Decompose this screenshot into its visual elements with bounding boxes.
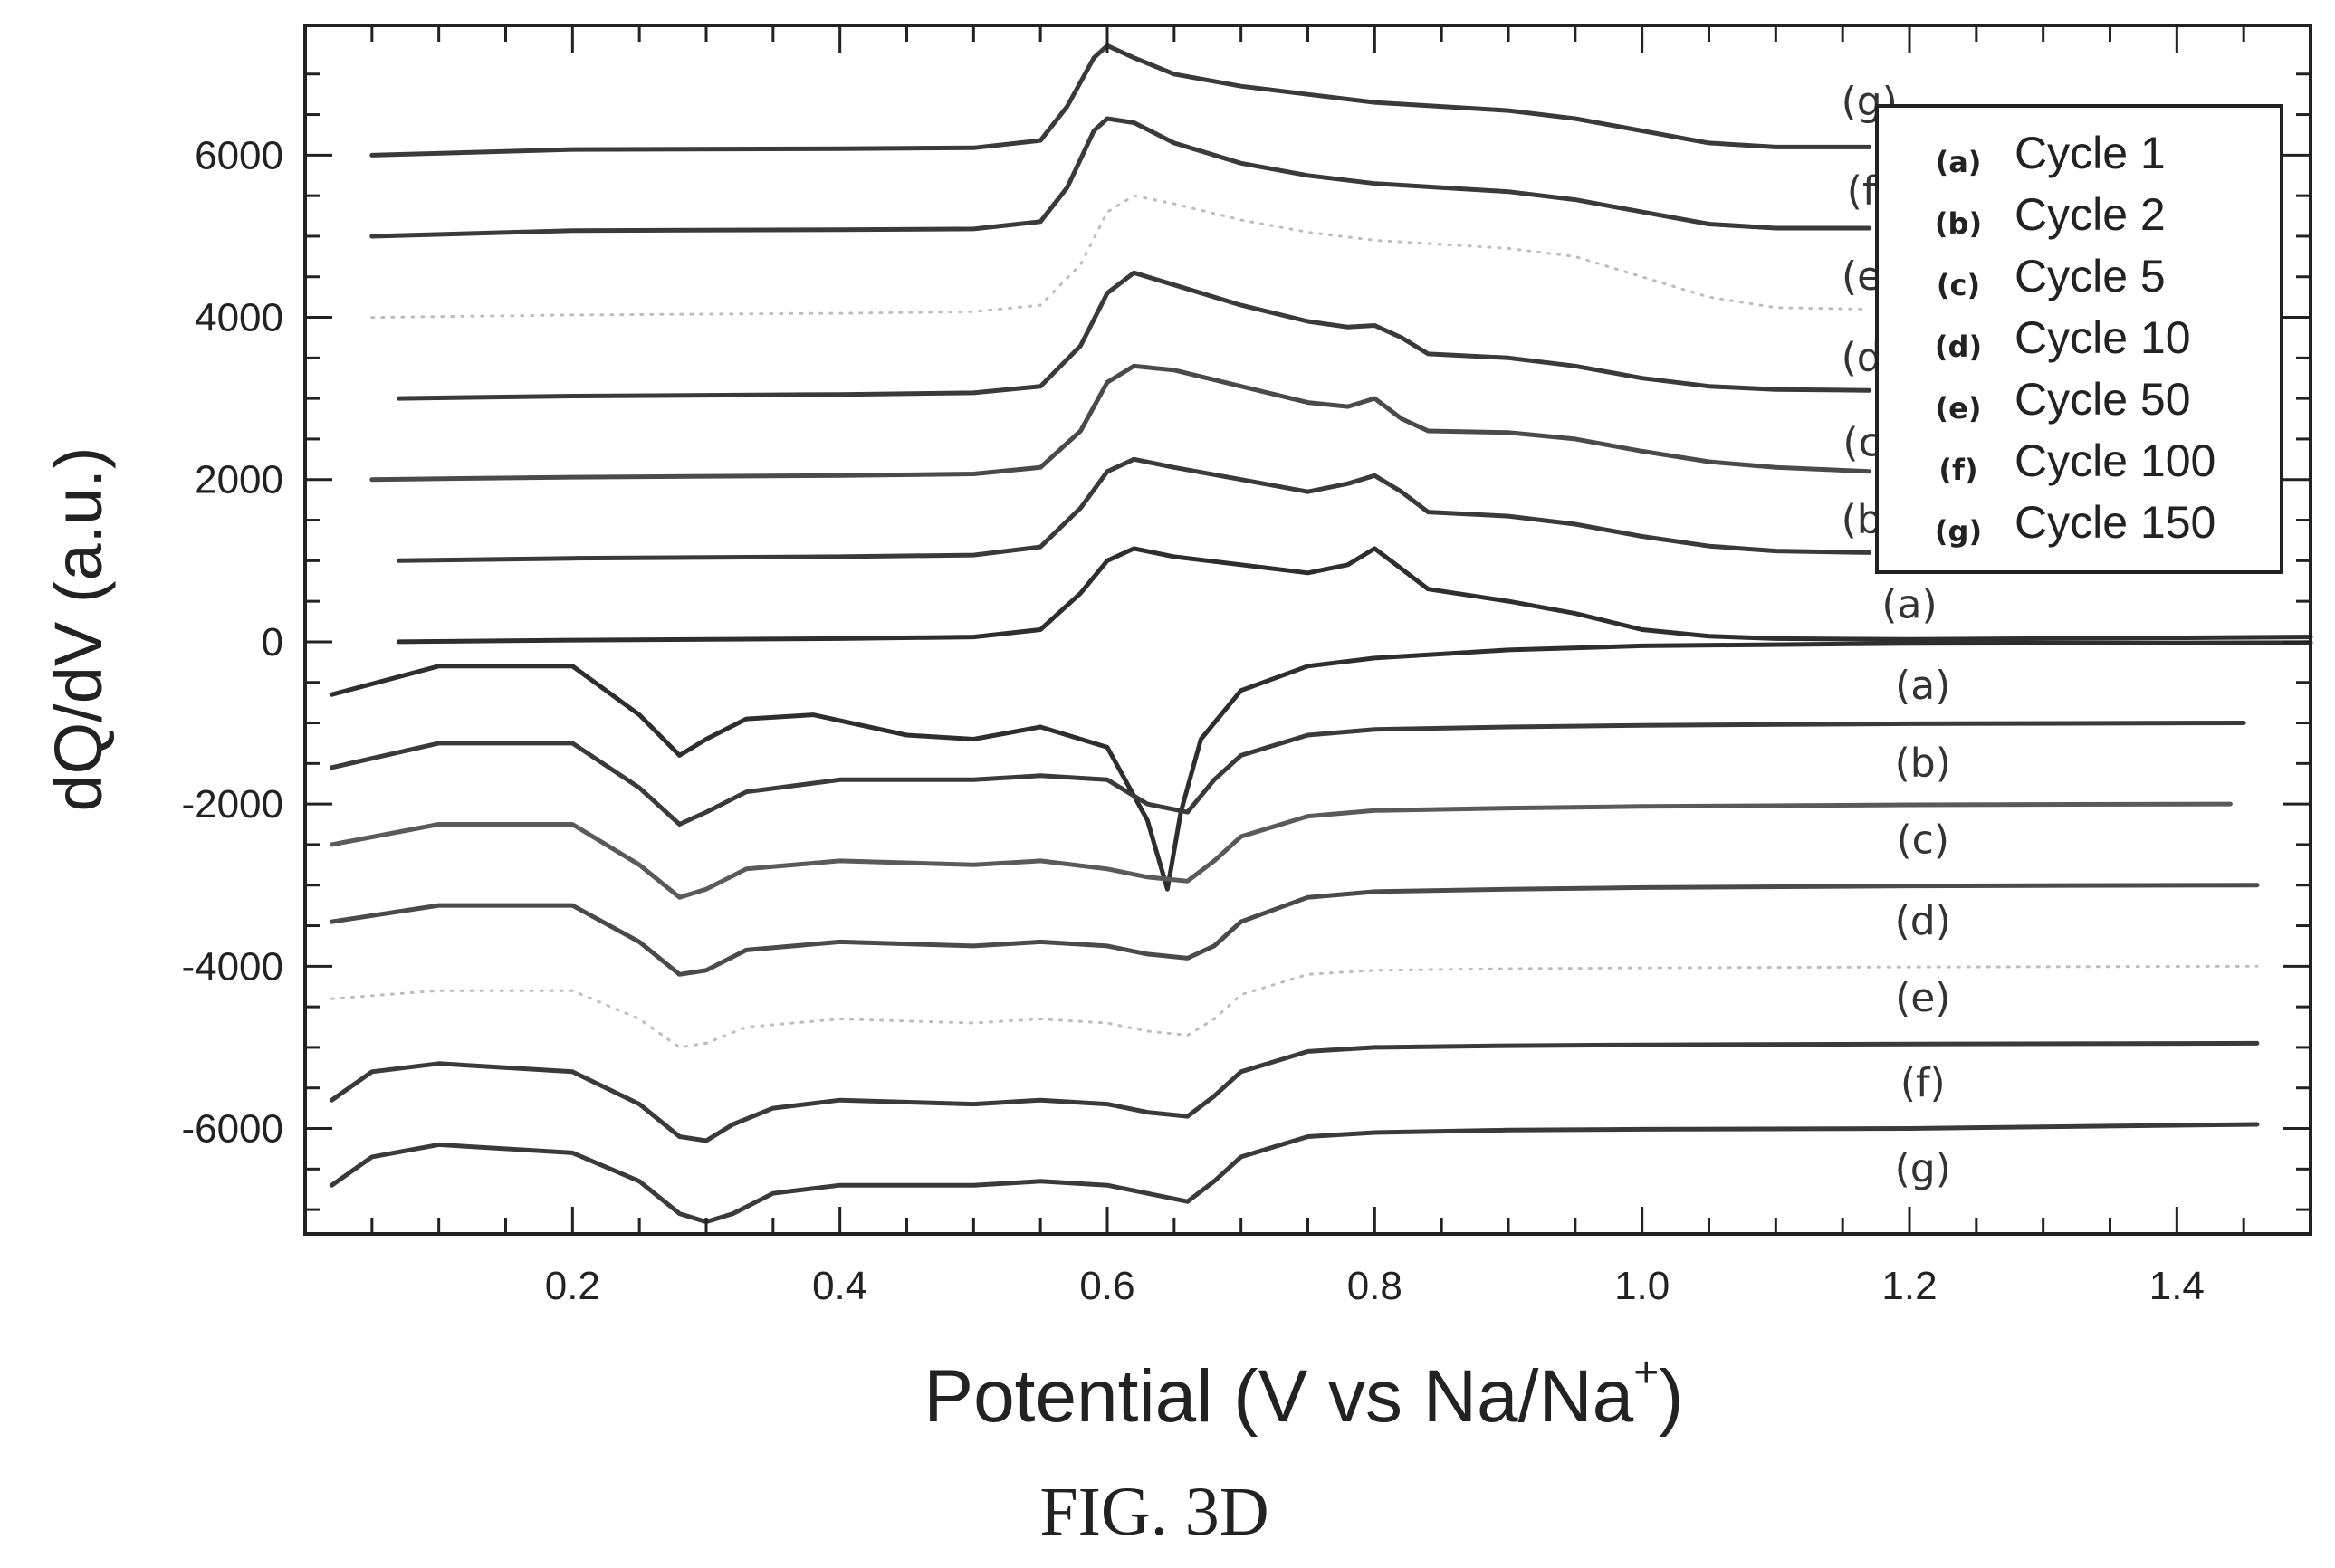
curve-label: (g)	[1895, 1145, 1951, 1191]
x-tick-label: 0.4	[812, 1264, 867, 1308]
series-layer	[330, 43, 2313, 1225]
x-tick-label: 1.4	[2149, 1264, 2205, 1308]
y-tick-label: -6000	[181, 1107, 283, 1152]
curve-label: (c)	[1897, 817, 1950, 863]
legend-label: Cycle 50	[2014, 374, 2191, 425]
x-tick-label: 0.6	[1079, 1264, 1134, 1308]
curve-label: (e)	[1895, 975, 1950, 1021]
curve-label: (b)	[1895, 740, 1951, 786]
y-tick-label: 0	[262, 620, 283, 664]
legend-key: (a)	[1936, 145, 1982, 179]
curve-label: (a)	[1895, 663, 1950, 709]
x-axis-title: Potential (V vs Na/Na+)	[923, 1349, 1683, 1438]
series-line-1	[396, 456, 1872, 563]
y-tick-label: 4000	[195, 296, 283, 340]
ticks: 0.2 0.4 0.6 0.8 1.0 1.2 1.4 6000 4000 2000 0 -2000 -…	[181, 25, 2312, 1308]
series-line-9	[330, 801, 2233, 900]
x-axis-title-close: )	[1659, 1355, 1683, 1438]
x-tick-label: 1.0	[1614, 1264, 1670, 1308]
x-axis-title-main: Potential (V vs Na/Na	[923, 1355, 1633, 1438]
x-axis-title-superscript: +	[1633, 1349, 1659, 1397]
x-tick-label: 0.2	[545, 1264, 600, 1308]
x-tick-label: 0.8	[1347, 1264, 1402, 1308]
series-line-13	[330, 1122, 2260, 1225]
curve-label: (f)	[1900, 1060, 1946, 1106]
y-axis-title: dQ/dV (a.u.)	[41, 446, 116, 811]
series-line-6	[369, 43, 1872, 158]
legend-key: (e)	[1936, 391, 1982, 425]
legend-key: (g)	[1935, 514, 1982, 549]
y-tick-label: 2000	[195, 458, 283, 502]
series-line-0	[396, 546, 2313, 645]
legend-key: (d)	[1935, 330, 1982, 364]
legend-label: Cycle 100	[2014, 435, 2215, 486]
x-tick-label: 1.2	[1881, 1264, 1937, 1308]
legend-label: Cycle 10	[2014, 312, 2191, 363]
legend: (a) Cycle 1 (b) Cycle 2 (c) Cycle 5 (d) Cycle 1…	[1875, 104, 2283, 574]
series-line-10	[330, 883, 2260, 977]
legend-label: Cycle 5	[2014, 251, 2166, 301]
series-line-4	[370, 194, 1871, 320]
y-tick-label: 6000	[195, 133, 283, 177]
legend-key: (c)	[1937, 268, 1980, 302]
curve-label: (d)	[1895, 898, 1951, 944]
legend-label: Cycle 2	[2014, 189, 2166, 240]
series-line-5	[369, 116, 1872, 239]
legend-key: (f)	[1938, 453, 1977, 487]
series-line-11	[330, 964, 2259, 1049]
series-line-3	[396, 270, 1872, 401]
legend-key: (b)	[1935, 206, 1982, 241]
legend-label: Cycle 150	[2014, 497, 2215, 548]
legend-label: Cycle 1	[2014, 128, 2166, 178]
curve-label: (a)	[1881, 582, 1937, 628]
series-line-2	[369, 363, 1872, 483]
y-tick-label: -4000	[181, 944, 283, 989]
legend-entries: (a) Cycle 1 (b) Cycle 2 (c) Cycle 5 (d) Cycle 1…	[1935, 128, 2215, 549]
series-line-12	[330, 1040, 2260, 1143]
figure-caption: FIG. 3D	[1039, 1474, 1268, 1550]
legend-box	[1875, 104, 2283, 574]
series-line-7	[330, 640, 2313, 892]
y-tick-label: -2000	[181, 782, 283, 827]
series-line-8	[330, 721, 2246, 827]
